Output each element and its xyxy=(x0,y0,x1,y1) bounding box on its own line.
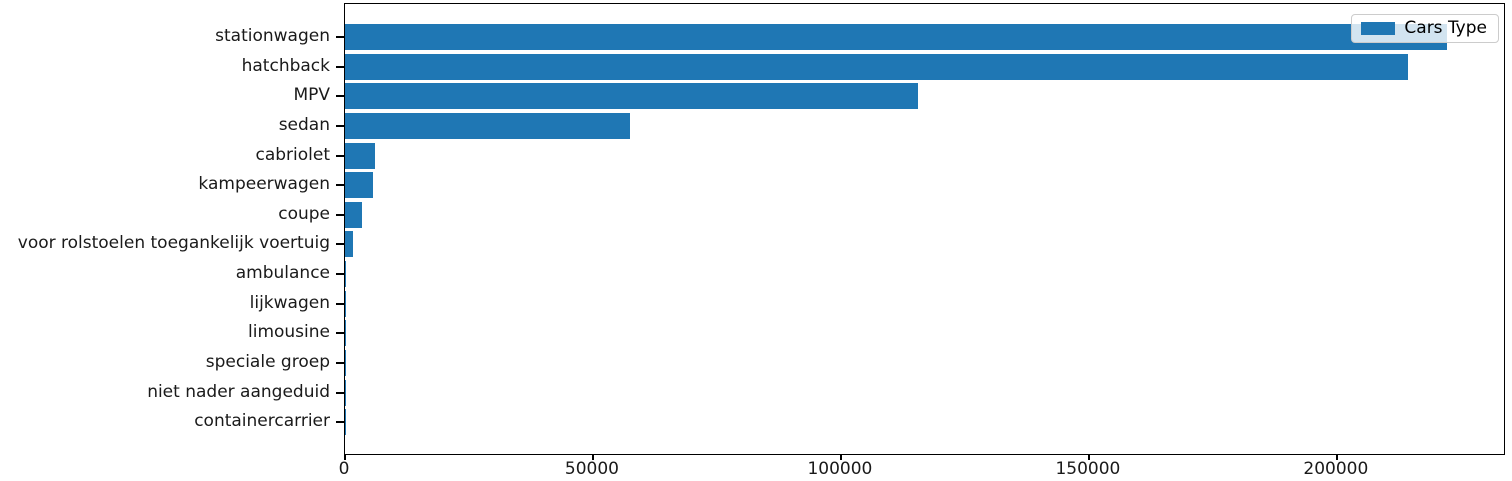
y-tick-mark xyxy=(336,302,344,305)
x-tick-mark xyxy=(591,454,594,460)
y-tick-label: ambulance xyxy=(235,263,330,284)
plot-area: Cars Type xyxy=(336,3,1505,460)
y-tick-label: limousine xyxy=(248,322,330,343)
bar xyxy=(345,231,353,258)
bar xyxy=(345,53,1409,80)
y-tick-mark xyxy=(336,124,344,127)
y-tick-label: sedan xyxy=(278,114,330,135)
y-tick-label: kampeerwagen xyxy=(198,174,330,195)
bar xyxy=(345,24,1448,50)
y-tick-label: cabriolet xyxy=(255,144,330,165)
legend-label: Cars Type xyxy=(1404,18,1487,38)
y-tick-mark xyxy=(336,391,344,394)
y-tick-mark xyxy=(336,184,344,187)
y-tick-mark xyxy=(336,332,344,335)
bar xyxy=(345,201,362,228)
x-tick-label: 100000 xyxy=(807,459,873,479)
bar xyxy=(345,83,918,110)
x-tick-label: 0 xyxy=(338,459,350,479)
x-tick-mark xyxy=(1087,454,1090,460)
legend-swatch-icon xyxy=(1361,22,1396,35)
x-tick-label: 150000 xyxy=(1055,459,1121,479)
y-tick-label: coupe xyxy=(278,203,330,224)
y-tick-label: speciale groep xyxy=(205,352,330,373)
legend: Cars Type xyxy=(1351,14,1499,43)
y-tick-mark xyxy=(336,243,344,246)
y-tick-mark xyxy=(336,36,344,38)
y-tick-label: stationwagen xyxy=(215,26,330,46)
bar xyxy=(345,261,346,288)
y-tick-label: hatchback xyxy=(241,55,330,76)
y-tick-label: lijkwagen xyxy=(249,292,330,313)
x-tick-mark xyxy=(839,454,842,460)
y-tick-mark xyxy=(336,65,344,68)
y-tick-mark xyxy=(336,273,344,276)
bar xyxy=(345,112,631,139)
y-tick-label: MPV xyxy=(293,85,330,106)
y-tick-label: niet nader aangeduid xyxy=(147,381,330,402)
bar xyxy=(345,172,374,199)
y-tick-label: voor rolstoelen toegankelijk voertuig xyxy=(17,233,330,254)
x-tick-mark xyxy=(344,454,346,460)
x-tick-label: 200000 xyxy=(1303,459,1369,479)
bar xyxy=(345,290,346,317)
y-tick-mark xyxy=(336,154,344,157)
bar xyxy=(345,142,376,169)
y-tick-label: containercarrier xyxy=(194,411,330,432)
x-tick-mark xyxy=(1335,454,1338,460)
y-tick-mark xyxy=(336,95,344,98)
y-tick-mark xyxy=(336,362,344,365)
y-tick-mark xyxy=(336,421,344,424)
x-tick-label: 50000 xyxy=(564,459,619,479)
y-tick-mark xyxy=(336,213,344,216)
